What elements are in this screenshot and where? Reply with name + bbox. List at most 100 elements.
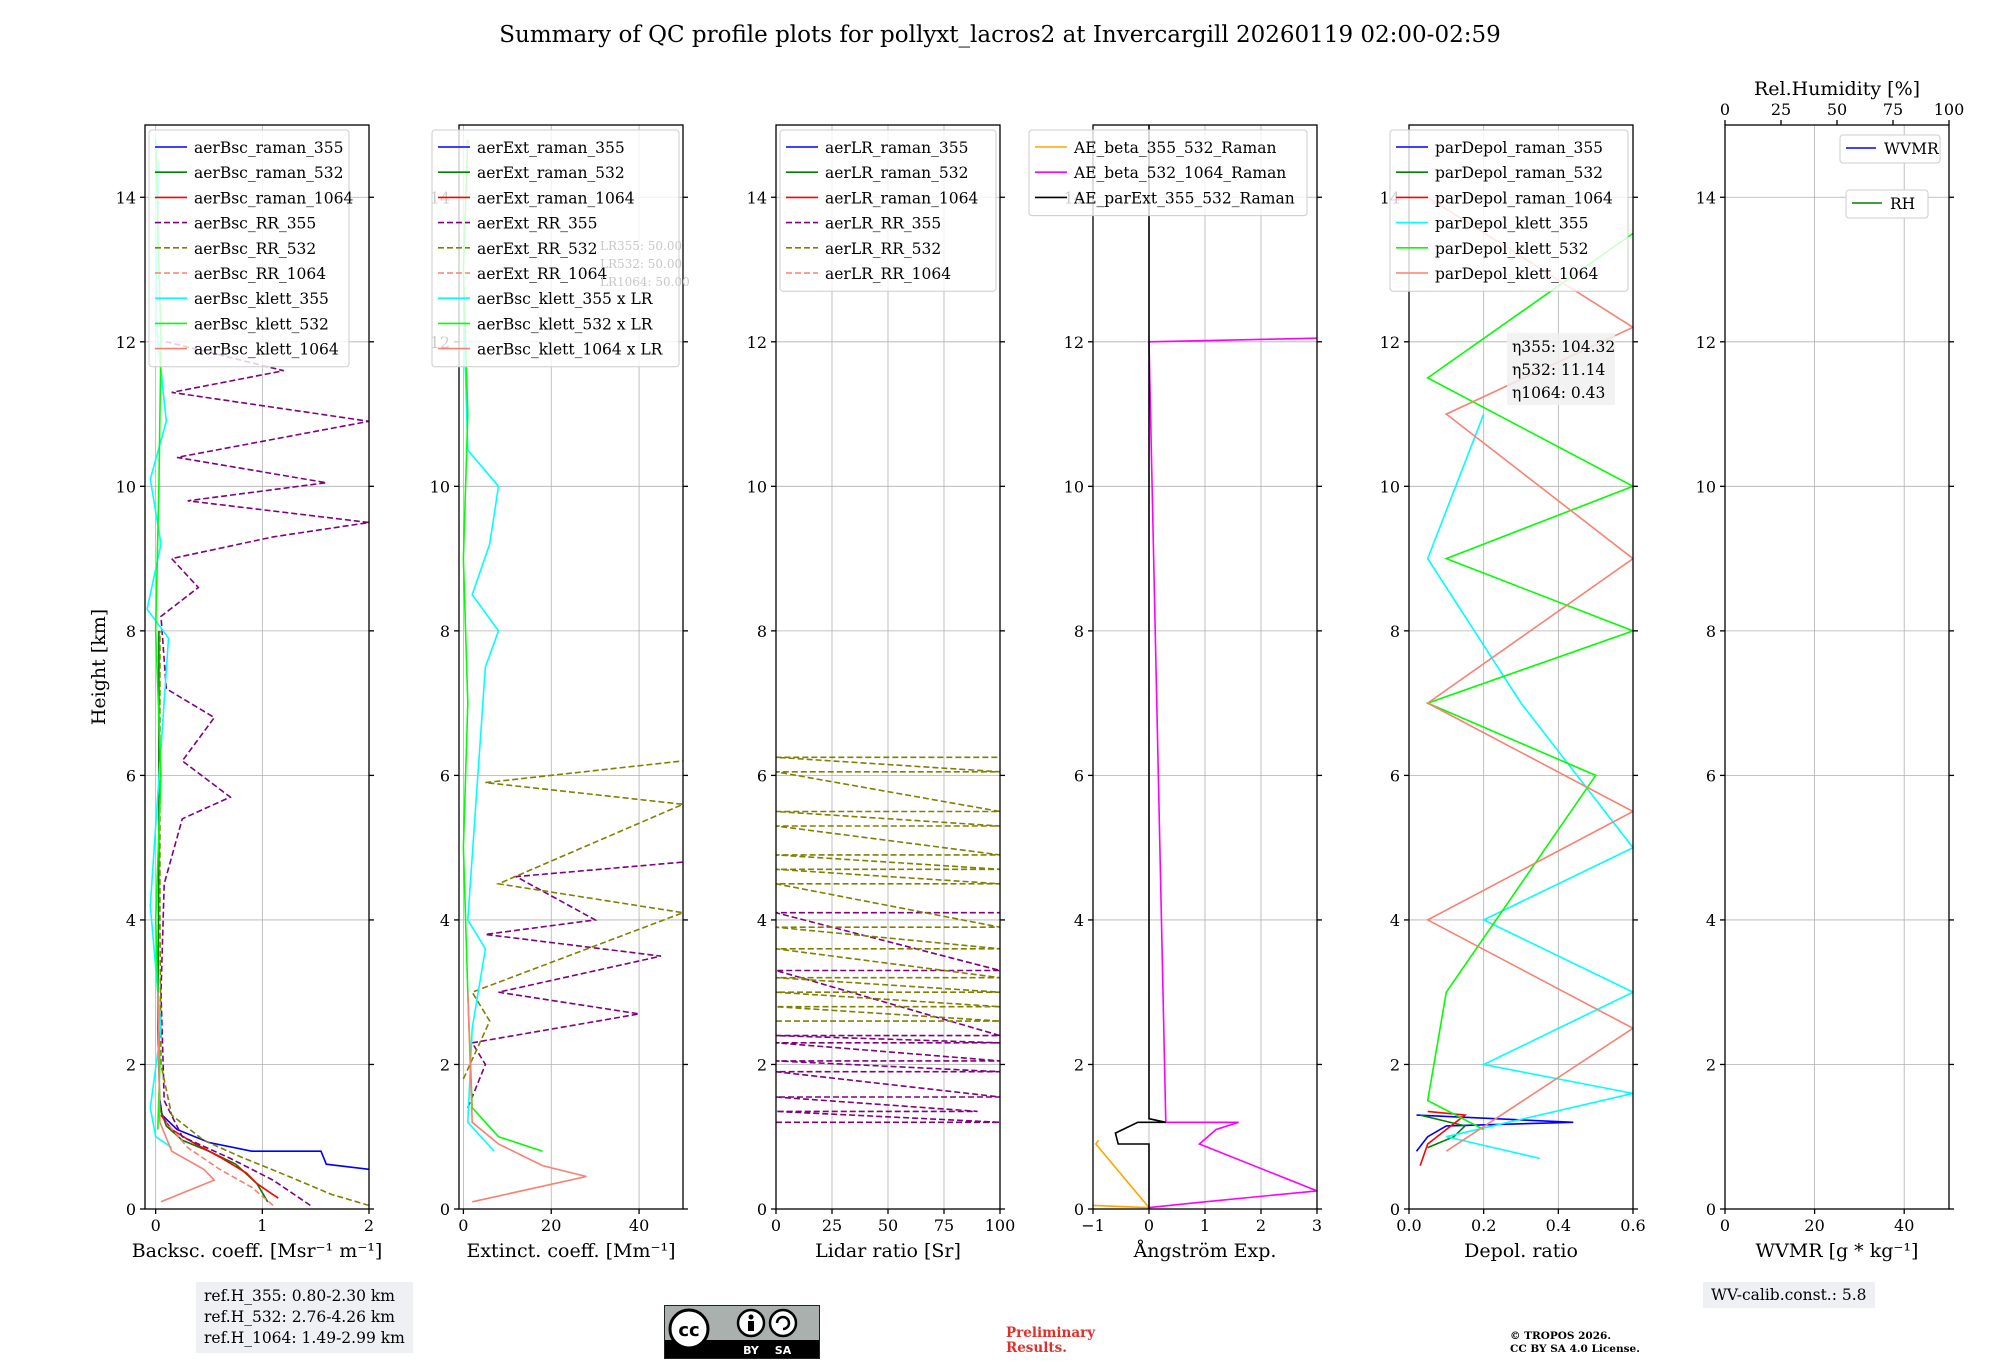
figure-title: Summary of QC profile plots for pollyxt_… [499, 22, 1501, 48]
legend-label: aerExt_raman_1064 [477, 189, 635, 207]
legend-box [779, 129, 997, 292]
preliminary-line-2: Results. [1006, 1340, 1067, 1356]
series-group [776, 756, 1000, 1124]
legend-label: aerBsc_klett_532 [194, 315, 329, 333]
copyright-line-1: © TROPOS 2026. [1510, 1330, 1612, 1342]
x-axis-label: Depol. ratio [1464, 1240, 1578, 1262]
legend-label: parDepol_raman_1064 [1435, 189, 1613, 207]
ytick-label: 2 [1706, 1055, 1716, 1074]
cc-sa-text: SA [775, 1344, 792, 1357]
ytick-label: 4 [440, 911, 450, 930]
ytick-label: 8 [1390, 622, 1400, 641]
legend-label: parDepol_klett_532 [1435, 240, 1588, 258]
ytick-label: 0 [440, 1200, 450, 1219]
legend-box [1028, 129, 1308, 217]
ytick-label: 10 [116, 477, 136, 496]
xtick-label: 0 [1144, 1216, 1154, 1235]
xtick-label: 0.4 [1546, 1216, 1571, 1235]
x-axis-label: WVMR [g * kg⁻¹] [1756, 1240, 1919, 1262]
top-tick-label: 100 [1934, 100, 1965, 119]
axes-frame [458, 124, 684, 1210]
ref-height-box: ref.H_355: 0.80-2.30 km ref.H_532: 2.76-… [196, 1282, 413, 1353]
top-axis-label: Rel.Humidity [%] [1754, 78, 1920, 100]
xtick-label: −1 [1081, 1216, 1105, 1235]
legend-label: WVMR [1884, 140, 1940, 158]
ytick-label: 8 [126, 622, 136, 641]
ytick-label: 8 [757, 622, 767, 641]
legend-label: aerBsc_klett_532 x LR [477, 315, 654, 333]
ytick-label: 6 [1706, 766, 1716, 785]
series-aerBsc_klett_355 x LR [462, 305, 500, 1152]
ytick-label: 10 [1380, 477, 1400, 496]
ytick-label: 2 [757, 1055, 767, 1074]
eta-label: η355: 104.32 [1512, 338, 1615, 356]
panel-ext: 0246810121402040Extinct. coeff. [Mm⁻¹]ae… [430, 124, 690, 1262]
ref-height-355: ref.H_355: 0.80-2.30 km [204, 1287, 395, 1305]
series-aerBsc_klett_1064 x LR [467, 992, 587, 1203]
series-AE_beta_355_532_Raman [1093, 1139, 1151, 1209]
ytick-label: 14 [747, 188, 767, 207]
xtick-label: 2 [1256, 1216, 1266, 1235]
xtick-label: 100 [985, 1216, 1016, 1235]
legend-label: AE_parExt_355_532_Raman [1073, 189, 1295, 207]
x-axis-label: Backsc. coeff. [Msr⁻¹ m⁻¹] [132, 1240, 383, 1262]
series-parDepol_raman_532 [1420, 1114, 1467, 1149]
ytick-label: 4 [1074, 911, 1084, 930]
eta-box [1507, 333, 1615, 405]
series-aerBsc_RR_355 [160, 341, 369, 1207]
xtick-label: 0 [458, 1216, 468, 1235]
ytick-label: 0 [757, 1200, 767, 1219]
series-aerBsc_klett_1064 [157, 992, 216, 1203]
legend-label: aerLR_RR_355 [825, 215, 941, 233]
ytick-label: 10 [1064, 477, 1084, 496]
ytick-label: 0 [1390, 1200, 1400, 1219]
ytick-label: 12 [116, 333, 136, 352]
ytick-label: 10 [747, 477, 767, 496]
legend-label: aerLR_RR_1064 [825, 265, 951, 283]
series-aerExt_RR_532 [462, 760, 683, 1080]
series-aerExt_RR_355 [467, 861, 683, 1109]
series-aerBsc_RR_1064 [165, 1121, 274, 1207]
legend-label: aerBsc_klett_1064 [194, 341, 339, 359]
xtick-label: 0.0 [1396, 1216, 1421, 1235]
eta-label: η532: 11.14 [1512, 361, 1606, 379]
preliminary-note: Preliminary Results. [1006, 1326, 1095, 1356]
ytick-label: 2 [1390, 1055, 1400, 1074]
xtick-label: 0 [151, 1216, 161, 1235]
preliminary-line-1: Preliminary [1006, 1325, 1096, 1341]
series-aerLR_RR_355 [776, 911, 1000, 1124]
ytick-label: 8 [1706, 622, 1716, 641]
copyright-line-2: CC BY SA 4.0 License. [1510, 1343, 1640, 1355]
ytick-label: 6 [1074, 766, 1084, 785]
ytick-label: 12 [1696, 333, 1716, 352]
top-tick-label: 0 [1720, 100, 1730, 119]
xtick-label: 3 [1312, 1216, 1322, 1235]
cc-license-badge: cc BY SA [664, 1305, 820, 1359]
legend-label: aerLR_raman_532 [825, 164, 968, 182]
series-aerBsc_raman_355 [158, 1093, 369, 1171]
legend-label: parDepol_raman_532 [1435, 164, 1603, 182]
ytick-label: 10 [1696, 477, 1716, 496]
xtick-label: 50 [878, 1216, 898, 1235]
series-group [1093, 125, 1317, 1209]
legend-label: aerExt_RR_1064 [477, 265, 608, 283]
legend-label: aerExt_RR_355 [477, 215, 598, 233]
ytick-label: 4 [757, 911, 767, 930]
lr-note: LR355: 50.00 [600, 239, 682, 253]
legend-label: aerExt_RR_532 [477, 240, 598, 258]
legend-label: RH [1890, 195, 1915, 213]
series-group [146, 139, 369, 1207]
axes-frame [144, 124, 370, 1210]
legend-label: aerExt_raman_355 [477, 139, 625, 157]
legend-label: parDepol_klett_355 [1435, 215, 1588, 233]
x-axis-label: Ångström Exp. [1133, 1240, 1277, 1262]
top-tick-label: 75 [1883, 100, 1903, 119]
ytick-label: 8 [440, 622, 450, 641]
ytick-label: 6 [757, 766, 767, 785]
legend-label: aerLR_RR_532 [825, 240, 941, 258]
xtick-label: 2 [364, 1216, 374, 1235]
axes-frame [1724, 124, 1950, 1210]
ytick-label: 12 [747, 333, 767, 352]
